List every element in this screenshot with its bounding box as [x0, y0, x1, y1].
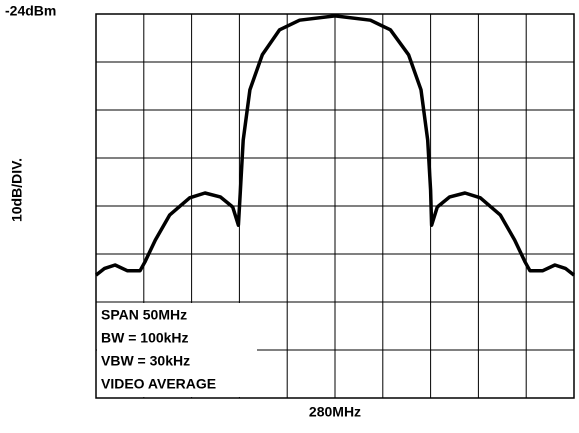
reference-level: -24dBm [5, 3, 56, 19]
annotation-box [97, 303, 257, 397]
annotation: VBW = 30kHz [101, 353, 190, 369]
annotation: SPAN 50MHz [101, 307, 187, 323]
y-axis-label: 10dB/DIV. [9, 158, 25, 222]
plot-frame [95, 13, 575, 399]
x-axis-label: 280MHz [309, 404, 361, 420]
annotation: BW = 100kHz [101, 330, 189, 346]
annotation: VIDEO AVERAGE [101, 376, 216, 392]
trace [94, 14, 576, 277]
